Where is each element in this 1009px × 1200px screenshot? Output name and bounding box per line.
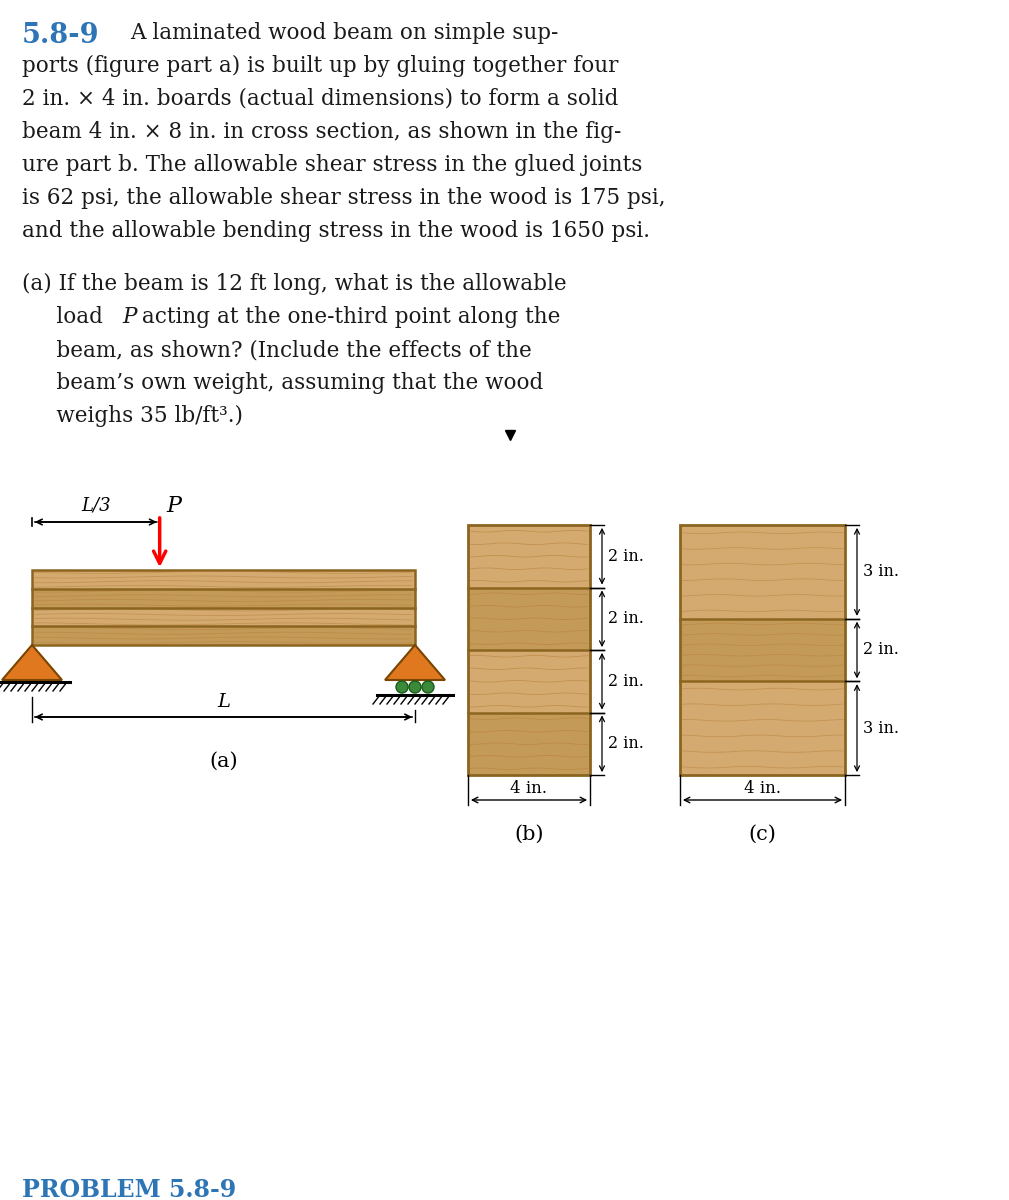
Bar [680, 526, 845, 619]
Text: is 62 psi, the allowable shear stress in the wood is 175 psi,: is 62 psi, the allowable shear stress in… [22, 187, 666, 209]
Text: ports (figure part a) is built up by gluing together four: ports (figure part a) is built up by glu… [22, 55, 619, 77]
Text: acting at the one-third point along the: acting at the one-third point along the [135, 306, 560, 328]
Circle shape [409, 680, 421, 692]
Bar [32, 589, 415, 607]
Circle shape [396, 680, 408, 692]
Bar [468, 588, 590, 650]
Text: weighs 35 lb/ft³.): weighs 35 lb/ft³.) [22, 404, 243, 427]
Text: P: P [166, 494, 182, 517]
Bar [680, 526, 845, 775]
Text: L: L [217, 692, 230, 710]
Text: 5.8-9: 5.8-9 [22, 22, 100, 49]
Bar [468, 526, 590, 775]
Bar [32, 607, 415, 626]
Bar [468, 526, 590, 588]
Bar [468, 650, 590, 713]
Bar [680, 619, 845, 682]
Bar [32, 626, 415, 646]
Circle shape [422, 680, 434, 692]
Text: beam, as shown? (Include the effects of the: beam, as shown? (Include the effects of … [22, 338, 532, 361]
Text: 3 in.: 3 in. [863, 563, 899, 581]
Text: 2 in.: 2 in. [608, 547, 644, 565]
Text: P: P [122, 306, 136, 328]
Text: (a) If the beam is 12 ft long, what is the allowable: (a) If the beam is 12 ft long, what is t… [22, 272, 567, 295]
Text: (c): (c) [749, 826, 777, 844]
Text: 4 in.: 4 in. [511, 780, 548, 797]
Text: (a): (a) [209, 752, 238, 770]
Text: PROBLEM 5.8-9: PROBLEM 5.8-9 [22, 1178, 236, 1200]
Polygon shape [2, 646, 62, 680]
Text: and the allowable bending stress in the wood is 1650 psi.: and the allowable bending stress in the … [22, 220, 650, 242]
Text: 2 in. × 4 in. boards (actual dimensions) to form a solid: 2 in. × 4 in. boards (actual dimensions)… [22, 88, 619, 110]
Text: load: load [22, 306, 110, 328]
Polygon shape [385, 646, 445, 680]
Text: beam’s own weight, assuming that the wood: beam’s own weight, assuming that the woo… [22, 372, 543, 394]
Bar [680, 682, 845, 775]
Text: 3 in.: 3 in. [863, 720, 899, 737]
Text: 2 in.: 2 in. [608, 611, 644, 628]
Bar [468, 713, 590, 775]
Text: 2 in.: 2 in. [608, 736, 644, 752]
Text: ure part b. The allowable shear stress in the glued joints: ure part b. The allowable shear stress i… [22, 154, 643, 176]
Text: 2 in.: 2 in. [863, 642, 899, 659]
Text: (b): (b) [515, 826, 544, 844]
Text: 2 in.: 2 in. [608, 673, 644, 690]
Bar [32, 570, 415, 646]
Text: beam 4 in. × 8 in. in cross section, as shown in the fig-: beam 4 in. × 8 in. in cross section, as … [22, 121, 622, 143]
Text: L/3: L/3 [81, 497, 111, 515]
Text: A laminated wood beam on simple sup-: A laminated wood beam on simple sup- [130, 22, 558, 44]
Bar [32, 570, 415, 589]
Text: 4 in.: 4 in. [744, 780, 781, 797]
